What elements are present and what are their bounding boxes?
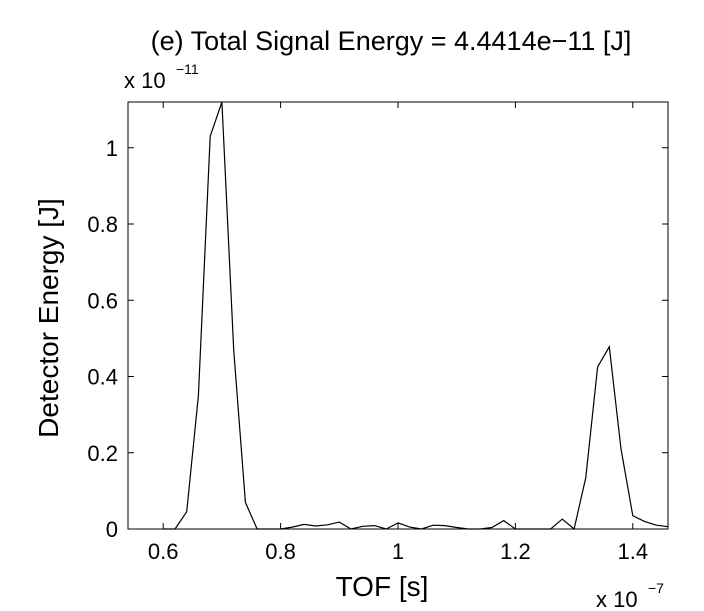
y-multiplier-base: x 10 [124, 68, 166, 93]
x-axis-label: TOF [s] [336, 571, 429, 602]
y-tick-label: 0.6 [87, 288, 118, 313]
y-tick-label: 1 [106, 136, 118, 161]
plot-area [127, 101, 669, 530]
series-line [163, 101, 669, 531]
x-tick-label: 0.6 [148, 539, 179, 564]
x-axis-ticks: 0.6 0.8 1 1.2 1.4 [148, 102, 648, 564]
y-axis-label: Detector Energy [J] [33, 198, 64, 438]
x-tick-label: 1.2 [500, 539, 531, 564]
x-tick-label: 1.4 [617, 539, 648, 564]
x-multiplier-base: x 10 [596, 587, 638, 611]
y-tick-label: 0.8 [87, 212, 118, 237]
y-multiplier: x 10 −11 [124, 61, 199, 93]
y-tick-label: 0 [106, 517, 118, 542]
x-tick-label: 1 [392, 539, 404, 564]
y-axis-ticks: 0 0.2 0.4 0.6 0.8 1 [87, 136, 668, 542]
y-tick-label: 0.4 [87, 365, 118, 390]
chart-title: (e) Total Signal Energy = 4.4414e−11 [J] [151, 26, 632, 56]
y-multiplier-exponent: −11 [176, 61, 199, 77]
y-tick-label: 0.2 [87, 441, 118, 466]
x-multiplier-exponent: −7 [648, 580, 664, 596]
x-tick-label: 0.8 [265, 539, 296, 564]
x-multiplier: x 10 −7 [596, 580, 664, 611]
